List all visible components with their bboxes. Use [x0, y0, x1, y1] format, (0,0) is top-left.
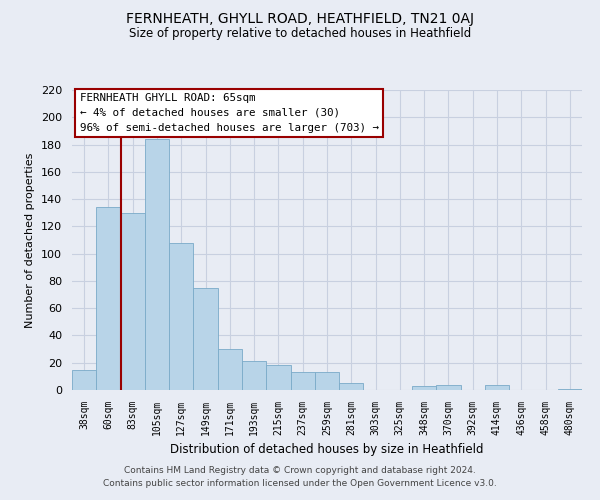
- Text: FERNHEATH, GHYLL ROAD, HEATHFIELD, TN21 0AJ: FERNHEATH, GHYLL ROAD, HEATHFIELD, TN21 …: [126, 12, 474, 26]
- Bar: [558, 388, 582, 390]
- Text: Size of property relative to detached houses in Heathfield: Size of property relative to detached ho…: [129, 28, 471, 40]
- Bar: [169, 242, 193, 390]
- Bar: [266, 366, 290, 390]
- Bar: [339, 383, 364, 390]
- Bar: [436, 384, 461, 390]
- Bar: [96, 208, 121, 390]
- Text: FERNHEATH GHYLL ROAD: 65sqm
← 4% of detached houses are smaller (30)
96% of semi: FERNHEATH GHYLL ROAD: 65sqm ← 4% of deta…: [80, 93, 379, 132]
- Bar: [485, 384, 509, 390]
- Bar: [72, 370, 96, 390]
- Bar: [290, 372, 315, 390]
- Bar: [145, 139, 169, 390]
- X-axis label: Distribution of detached houses by size in Heathfield: Distribution of detached houses by size …: [170, 444, 484, 456]
- Bar: [193, 288, 218, 390]
- Bar: [315, 372, 339, 390]
- Y-axis label: Number of detached properties: Number of detached properties: [25, 152, 35, 328]
- Bar: [412, 386, 436, 390]
- Bar: [121, 212, 145, 390]
- Text: Contains HM Land Registry data © Crown copyright and database right 2024.
Contai: Contains HM Land Registry data © Crown c…: [103, 466, 497, 487]
- Bar: [242, 362, 266, 390]
- Bar: [218, 349, 242, 390]
